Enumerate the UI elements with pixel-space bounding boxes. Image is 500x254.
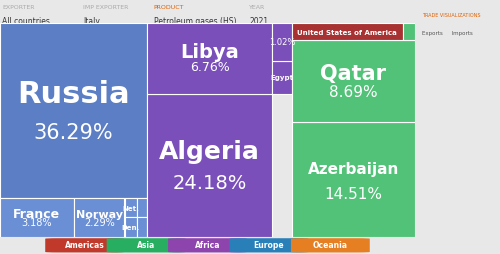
Text: PRODUCT: PRODUCT — [154, 5, 184, 10]
Text: Net.: Net. — [122, 205, 139, 211]
Bar — [137, 218, 147, 237]
Text: Europe: Europe — [254, 241, 284, 249]
Text: France: France — [14, 207, 60, 220]
Text: Americas: Americas — [65, 241, 104, 249]
Text: 1.02%: 1.02% — [268, 38, 295, 47]
Text: IMP EXPORTER: IMP EXPORTER — [83, 5, 128, 10]
Text: All countries: All countries — [2, 17, 50, 26]
Bar — [292, 41, 415, 123]
FancyBboxPatch shape — [168, 238, 247, 252]
Bar — [137, 198, 147, 218]
Text: Egypt: Egypt — [270, 75, 293, 81]
Text: 24.18%: 24.18% — [172, 173, 247, 192]
Bar — [292, 24, 403, 41]
Text: Italy: Italy — [83, 17, 100, 26]
Text: Petroleum gases (HS): Petroleum gases (HS) — [154, 17, 236, 26]
Bar — [292, 123, 415, 237]
Bar — [124, 198, 137, 218]
Text: Den.: Den. — [122, 224, 140, 230]
Text: 36.29%: 36.29% — [34, 122, 114, 142]
Bar — [148, 94, 272, 237]
Text: Russia: Russia — [18, 80, 130, 108]
Bar — [74, 198, 124, 237]
FancyBboxPatch shape — [291, 238, 370, 252]
FancyBboxPatch shape — [45, 238, 124, 252]
FancyBboxPatch shape — [230, 238, 308, 252]
Bar — [272, 24, 291, 61]
Text: 2021: 2021 — [249, 17, 268, 26]
Text: Africa: Africa — [195, 241, 220, 249]
Text: 14.51%: 14.51% — [324, 186, 382, 201]
Text: United States of America: United States of America — [298, 30, 397, 36]
FancyBboxPatch shape — [106, 238, 186, 252]
Text: Libya: Libya — [180, 43, 239, 62]
Bar — [272, 61, 291, 94]
Text: YEAR: YEAR — [249, 5, 265, 10]
Text: Asia: Asia — [137, 241, 155, 249]
Text: Azerbaijan: Azerbaijan — [308, 161, 399, 176]
Text: 2.29%: 2.29% — [84, 217, 114, 227]
Text: Norway: Norway — [76, 209, 122, 219]
Bar — [0, 24, 148, 198]
Bar — [403, 24, 415, 41]
Text: 3.18%: 3.18% — [22, 217, 52, 227]
Text: Qatar: Qatar — [320, 64, 386, 84]
Text: TRADE VISUALIZATIONS: TRADE VISUALIZATIONS — [422, 13, 480, 18]
Text: Oceania: Oceania — [313, 241, 348, 249]
Text: 8.69%: 8.69% — [329, 84, 378, 99]
Text: EXPORTER: EXPORTER — [2, 5, 34, 10]
Bar — [148, 24, 272, 94]
Text: Algeria: Algeria — [159, 139, 260, 163]
Bar — [0, 198, 74, 237]
Bar — [124, 218, 137, 237]
Text: Exports     Imports: Exports Imports — [422, 30, 472, 36]
Text: 6.76%: 6.76% — [190, 61, 230, 74]
